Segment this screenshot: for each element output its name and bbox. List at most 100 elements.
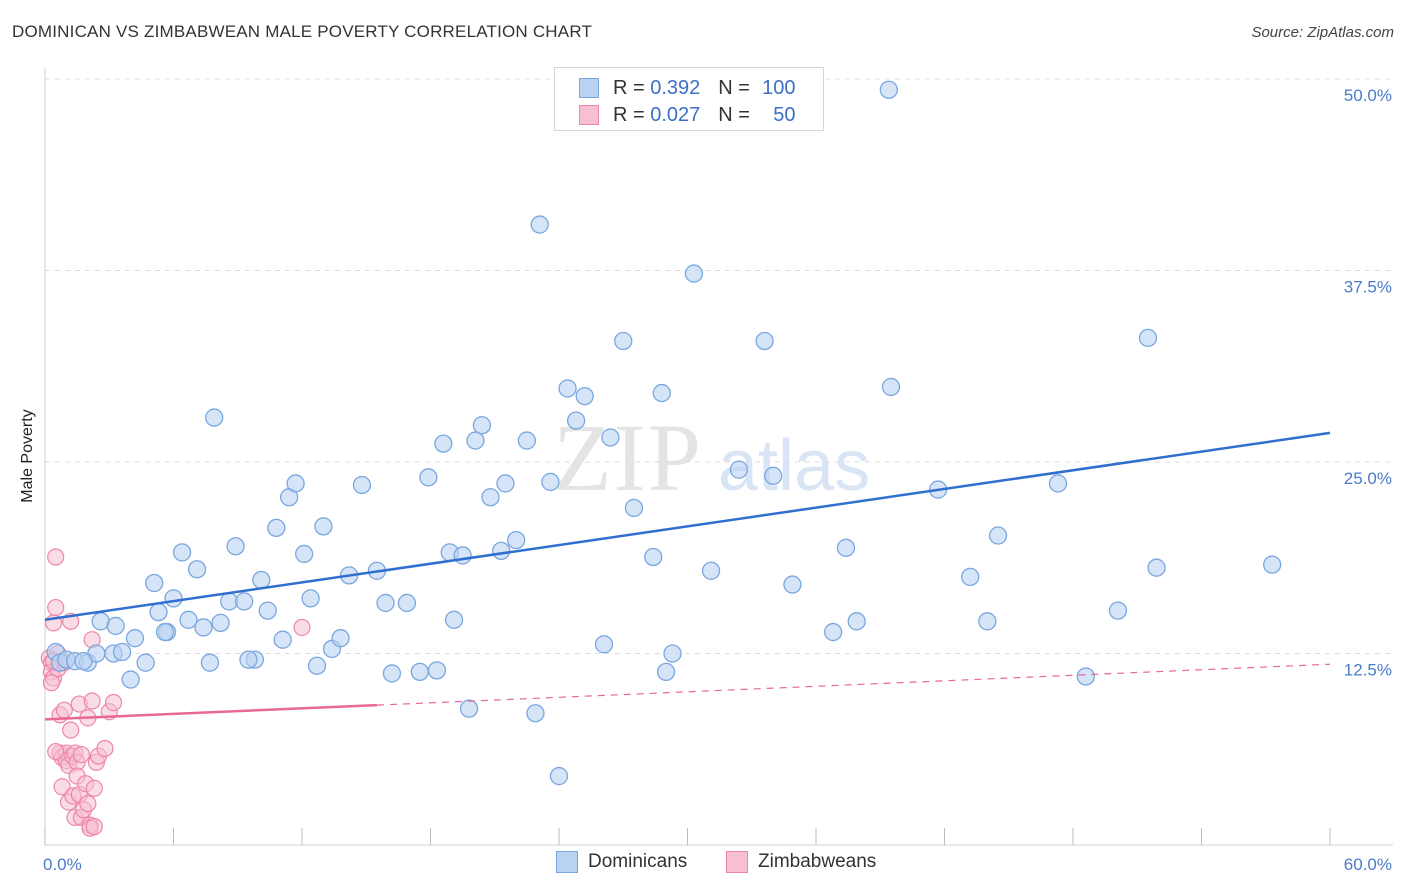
zimbabwean-point	[47, 742, 65, 761]
y-tick-labels: 12.5% 25.0% 37.5% 50.0%	[1344, 86, 1392, 680]
bottom-legend-dominicans: Dominicans	[556, 851, 687, 873]
zimbabwean-point	[104, 693, 123, 712]
y-tick-label: 12.5%	[1344, 661, 1392, 680]
legend-r-value: 0.392	[650, 76, 701, 99]
dominican-point	[200, 653, 220, 672]
dominican-point	[1048, 474, 1068, 493]
dominican-point	[258, 601, 277, 620]
y-tick-label: 37.5%	[1344, 278, 1392, 297]
dominican-point	[530, 215, 549, 234]
dominican-point	[823, 622, 843, 642]
dominican-point	[352, 475, 372, 495]
zimbabwean-point	[72, 746, 91, 764]
dominican-point	[226, 537, 245, 556]
dominican-point	[106, 616, 125, 636]
dominican-point	[172, 543, 192, 562]
dominican-point	[205, 408, 224, 427]
legend-n-label: N =	[718, 76, 750, 99]
dominican-point	[549, 766, 569, 786]
dominican-point	[419, 468, 438, 487]
zimbabwean-points	[40, 548, 311, 837]
watermark: ZIP atlas	[553, 404, 870, 511]
dominican-point	[444, 610, 464, 629]
zimbabwean-point	[85, 818, 103, 836]
dominican-point	[179, 610, 198, 629]
dominican-point	[194, 618, 213, 637]
dominican-point	[273, 630, 292, 649]
dominican-point	[1108, 601, 1128, 620]
dominican-point	[978, 612, 997, 631]
zimbabwean-point	[42, 674, 61, 692]
zimbabwean-point	[96, 739, 114, 758]
dominican-point	[517, 431, 537, 450]
dominican-point	[397, 593, 417, 613]
dominican-point	[1263, 555, 1282, 574]
source-label: Source: ZipAtlas.com	[1251, 24, 1394, 41]
dominican-point	[1138, 328, 1158, 348]
dominican-point	[136, 653, 155, 672]
dominican-trend-line	[44, 431, 1331, 622]
zimbabwean-trend-line-dashed	[376, 663, 1331, 706]
dominican-point	[164, 589, 183, 608]
legend-n-label: N =	[718, 103, 750, 126]
zimbabwean-trend-line-solid	[44, 703, 378, 721]
bottom-legend-label: Dominicans	[588, 851, 688, 872]
dominican-point	[729, 460, 749, 479]
dominican-point	[701, 561, 721, 580]
dominican-point	[541, 472, 560, 492]
legend-row-dominicans: R = 0.392 N = 100	[555, 74, 796, 102]
bottom-legend-swatch-blue	[556, 851, 578, 873]
x-tick-label: 60.0%	[1344, 855, 1392, 874]
y-tick-label: 25.0%	[1344, 469, 1392, 488]
dominican-point	[112, 642, 132, 662]
dominican-point	[434, 434, 453, 453]
legend: R = 0.392 N = 100 R = 0.027 N = 50	[554, 67, 824, 131]
dominican-point	[294, 544, 314, 564]
dominican-points	[46, 80, 1282, 786]
zimbabwean-point	[293, 618, 311, 637]
dominican-point	[301, 589, 320, 608]
dominican-point	[252, 570, 271, 590]
bottom-legend: Dominicans Zimbabweans	[0, 851, 1406, 877]
dominican-point	[410, 662, 429, 682]
dominican-point	[1147, 558, 1166, 577]
zimbabwean-point	[85, 779, 103, 797]
dominican-point	[558, 379, 577, 398]
dominican-point	[314, 517, 333, 536]
legend-n-value: 50	[773, 103, 796, 126]
trend-lines	[44, 431, 1331, 721]
dominican-point	[684, 264, 704, 283]
dominican-point	[453, 546, 472, 565]
dominican-point	[847, 612, 866, 631]
dominican-point	[331, 629, 350, 648]
dominican-point	[492, 541, 511, 561]
zimbabwean-point	[47, 548, 65, 566]
dominican-point	[836, 538, 856, 557]
x-tick-labels: 0.0% 60.0%	[43, 855, 1392, 874]
axes	[44, 68, 1393, 846]
dominican-point	[881, 377, 901, 397]
dominican-point	[74, 652, 93, 671]
dominican-point	[155, 622, 175, 642]
dominican-point	[427, 661, 447, 680]
zimbabwean-point	[55, 701, 73, 719]
dominican-point	[988, 526, 1008, 545]
dominican-point	[382, 664, 402, 683]
dominican-point	[507, 530, 526, 550]
legend-r-label: R =	[613, 76, 645, 99]
legend-swatch-pink	[579, 105, 599, 125]
dominican-point	[614, 331, 633, 351]
zimbabwean-point	[79, 795, 97, 813]
legend-r-value: 0.027	[650, 103, 701, 126]
dominican-point	[1076, 667, 1095, 686]
dominican-point	[656, 662, 676, 682]
dominican-point	[481, 488, 500, 507]
zimbabwean-point	[47, 598, 65, 617]
chart-title: DOMINICAN VS ZIMBABWEAN MALE POVERTY COR…	[12, 22, 593, 41]
dominican-point	[466, 431, 485, 450]
dominican-point	[594, 635, 614, 654]
zimbabwean-point	[83, 692, 101, 710]
dominican-point	[961, 567, 980, 587]
legend-n-value: 100	[762, 76, 796, 99]
